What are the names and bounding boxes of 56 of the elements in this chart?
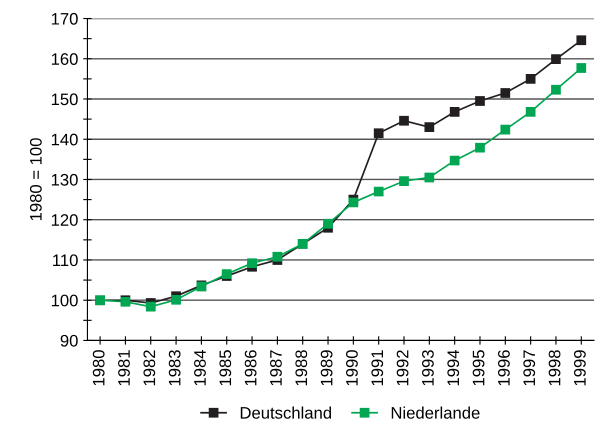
y-tick-label: 140 bbox=[52, 134, 78, 146]
x-tick-label: 1987 bbox=[270, 350, 282, 386]
y-tick-label: 120 bbox=[52, 214, 78, 226]
point bbox=[424, 172, 434, 182]
point bbox=[576, 35, 586, 46]
x-tick-label: 1998 bbox=[548, 350, 560, 386]
point bbox=[171, 294, 181, 305]
x-tick-label: 1997 bbox=[523, 350, 536, 386]
x-tick-label: 1993 bbox=[422, 350, 434, 386]
point bbox=[500, 88, 510, 98]
x-tick-label: 1999 bbox=[574, 350, 586, 386]
point bbox=[323, 218, 333, 229]
x-tick-label: 1991 bbox=[371, 350, 384, 386]
point bbox=[450, 107, 460, 117]
legend-label: Niederlande bbox=[392, 406, 480, 419]
point bbox=[475, 96, 485, 106]
x-tick-label: 1980 bbox=[92, 350, 105, 386]
y-tick-label: 110 bbox=[53, 254, 78, 266]
legend-label: Deutschland bbox=[240, 406, 332, 419]
x-tick-label: 1988 bbox=[295, 350, 308, 386]
x-tick-label: 1989 bbox=[320, 350, 333, 386]
point bbox=[374, 186, 384, 196]
x-tick-label: 1986 bbox=[244, 350, 257, 386]
point bbox=[551, 84, 561, 95]
point bbox=[146, 302, 156, 312]
point bbox=[450, 156, 460, 166]
point bbox=[348, 198, 358, 208]
x-tick-label: 1982 bbox=[143, 350, 156, 386]
x-tick-label: 1984 bbox=[194, 350, 206, 386]
y-tick-label: 170 bbox=[52, 12, 78, 25]
point bbox=[374, 128, 384, 138]
y-tick-label: 150 bbox=[52, 93, 78, 106]
x-tick-label: 1995 bbox=[472, 350, 484, 386]
point bbox=[551, 54, 561, 64]
x-tick-label: 1990 bbox=[346, 350, 358, 386]
x-tick-label: 1985 bbox=[219, 350, 232, 386]
x-tick-label: 1983 bbox=[168, 350, 181, 386]
x-tick-label: 1994 bbox=[447, 350, 460, 386]
y-tick-label: 100 bbox=[52, 294, 78, 306]
point bbox=[399, 116, 409, 126]
point bbox=[424, 122, 434, 132]
point bbox=[526, 107, 536, 117]
x-tick-label: 1992 bbox=[396, 350, 408, 386]
y-tick-label: 160 bbox=[52, 53, 78, 65]
point bbox=[500, 124, 510, 134]
point bbox=[576, 63, 586, 73]
point bbox=[475, 142, 485, 153]
x-tick-label: 1981 bbox=[118, 350, 130, 386]
y-tick-label: 130 bbox=[52, 174, 78, 186]
y-axis-title: 1980 = 100 bbox=[30, 138, 42, 220]
x-tick-label: 1996 bbox=[498, 350, 510, 386]
y-tick-label: 90 bbox=[60, 334, 78, 347]
point bbox=[272, 252, 282, 262]
point bbox=[526, 74, 536, 84]
point bbox=[247, 258, 257, 268]
point bbox=[399, 176, 409, 186]
